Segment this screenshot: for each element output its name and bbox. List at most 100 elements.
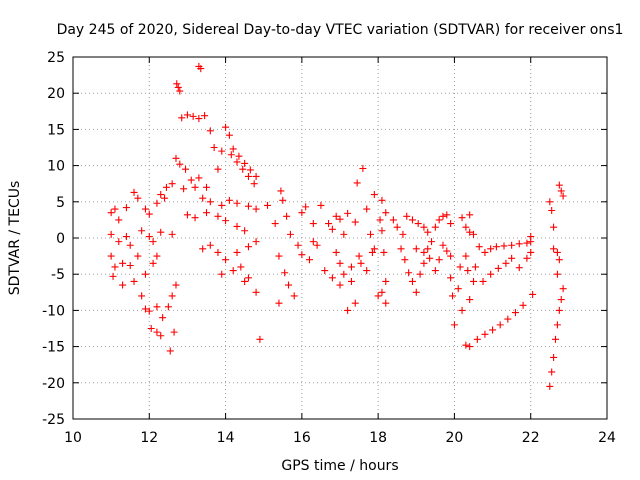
data-point bbox=[130, 188, 138, 196]
data-point bbox=[378, 196, 386, 204]
data-point bbox=[464, 267, 472, 275]
data-point bbox=[195, 115, 203, 123]
data-point bbox=[187, 176, 195, 184]
data-point bbox=[527, 233, 535, 241]
data-point bbox=[119, 281, 127, 289]
y-axis-title: SDTVAR / TECUs bbox=[7, 181, 23, 296]
data-point bbox=[416, 270, 424, 278]
data-point bbox=[233, 199, 241, 207]
data-point bbox=[252, 238, 260, 246]
data-point bbox=[264, 201, 272, 209]
data-point bbox=[138, 227, 146, 235]
data-point bbox=[456, 263, 464, 271]
data-point bbox=[214, 248, 222, 256]
data-point bbox=[279, 196, 287, 204]
data-point bbox=[496, 321, 504, 329]
data-point bbox=[466, 296, 474, 304]
data-point bbox=[277, 187, 285, 195]
data-point bbox=[206, 241, 214, 249]
data-point bbox=[550, 353, 558, 361]
data-point bbox=[332, 212, 340, 220]
data-point bbox=[126, 262, 134, 270]
data-point bbox=[157, 228, 165, 236]
data-point bbox=[435, 256, 443, 264]
data-point bbox=[225, 196, 233, 204]
data-point bbox=[275, 299, 283, 307]
data-point bbox=[447, 252, 455, 260]
data-point bbox=[147, 325, 155, 332]
data-point bbox=[340, 270, 348, 278]
data-point bbox=[229, 267, 237, 275]
data-point bbox=[470, 277, 477, 285]
data-point bbox=[115, 216, 123, 224]
data-point bbox=[189, 112, 197, 120]
data-point bbox=[222, 123, 230, 131]
data-point bbox=[489, 326, 497, 334]
data-point bbox=[201, 112, 209, 120]
data-point bbox=[555, 181, 563, 189]
data-point bbox=[408, 277, 416, 285]
data-point bbox=[494, 264, 502, 272]
data-point bbox=[420, 223, 428, 231]
data-point bbox=[382, 277, 390, 285]
data-point bbox=[283, 212, 291, 220]
data-point bbox=[401, 256, 409, 264]
data-point bbox=[141, 205, 149, 213]
data-point bbox=[233, 158, 241, 166]
data-point bbox=[115, 238, 123, 246]
data-point bbox=[473, 335, 481, 343]
x-tick-label: 24 bbox=[598, 430, 616, 446]
y-tick-label: -25 bbox=[42, 412, 65, 428]
data-point bbox=[145, 233, 153, 241]
data-point bbox=[141, 270, 149, 278]
data-point bbox=[203, 183, 210, 191]
data-point bbox=[447, 274, 455, 282]
data-point bbox=[471, 263, 479, 271]
data-point bbox=[380, 248, 388, 256]
x-tick-label: 20 bbox=[446, 430, 464, 446]
data-point bbox=[180, 185, 188, 193]
data-point bbox=[109, 272, 117, 280]
data-point bbox=[157, 191, 165, 199]
data-point bbox=[431, 223, 439, 231]
data-point bbox=[107, 209, 115, 217]
data-point bbox=[134, 252, 142, 260]
data-point bbox=[222, 256, 230, 264]
data-point bbox=[336, 215, 344, 223]
data-point bbox=[458, 306, 466, 314]
data-point bbox=[218, 201, 226, 209]
data-point bbox=[424, 245, 432, 253]
data-point bbox=[252, 205, 260, 213]
data-point bbox=[481, 248, 489, 256]
data-point bbox=[317, 201, 325, 209]
data-point bbox=[225, 131, 233, 139]
x-tick-label: 12 bbox=[140, 430, 158, 446]
data-point bbox=[250, 180, 258, 188]
data-point bbox=[239, 165, 247, 173]
data-point bbox=[286, 230, 294, 238]
data-point bbox=[553, 321, 561, 329]
data-point bbox=[340, 230, 348, 238]
y-tick-label: 25 bbox=[47, 50, 65, 66]
data-point bbox=[454, 285, 462, 293]
data-point bbox=[199, 245, 207, 253]
data-point bbox=[241, 227, 249, 235]
data-point bbox=[218, 147, 226, 155]
data-point bbox=[424, 228, 432, 236]
data-point bbox=[353, 179, 361, 187]
data-point bbox=[492, 243, 500, 251]
data-point bbox=[479, 277, 487, 285]
data-point bbox=[214, 165, 222, 173]
data-point bbox=[336, 259, 344, 267]
data-point bbox=[399, 230, 407, 238]
data-point bbox=[157, 332, 165, 340]
data-point bbox=[168, 230, 176, 238]
data-point bbox=[523, 239, 531, 247]
x-tick-label: 10 bbox=[64, 430, 82, 446]
data-point bbox=[466, 343, 474, 351]
data-point bbox=[119, 259, 127, 267]
data-point bbox=[344, 306, 352, 314]
data-point bbox=[466, 228, 474, 236]
data-point bbox=[355, 252, 363, 260]
